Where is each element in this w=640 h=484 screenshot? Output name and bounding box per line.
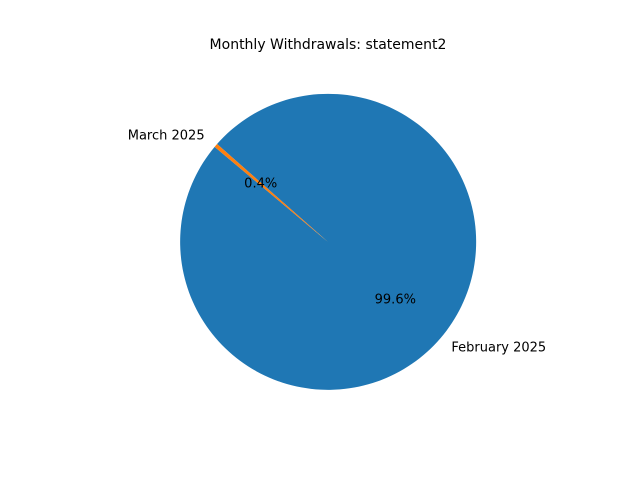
pie-slice-february-2025 bbox=[180, 93, 477, 390]
pie-labels: February 2025 99.6% March 2025 0.4% bbox=[128, 128, 546, 355]
slice-percent-label: 99.6% bbox=[375, 292, 416, 307]
pie-slices bbox=[180, 93, 477, 390]
pie-slice-march-2025 bbox=[214, 144, 328, 242]
slice-label: February 2025 bbox=[451, 341, 546, 356]
slice-percent-label: 0.4% bbox=[244, 177, 277, 192]
chart-title: Monthly Withdrawals: statement2 bbox=[210, 37, 447, 53]
slice-label: March 2025 bbox=[128, 128, 205, 143]
